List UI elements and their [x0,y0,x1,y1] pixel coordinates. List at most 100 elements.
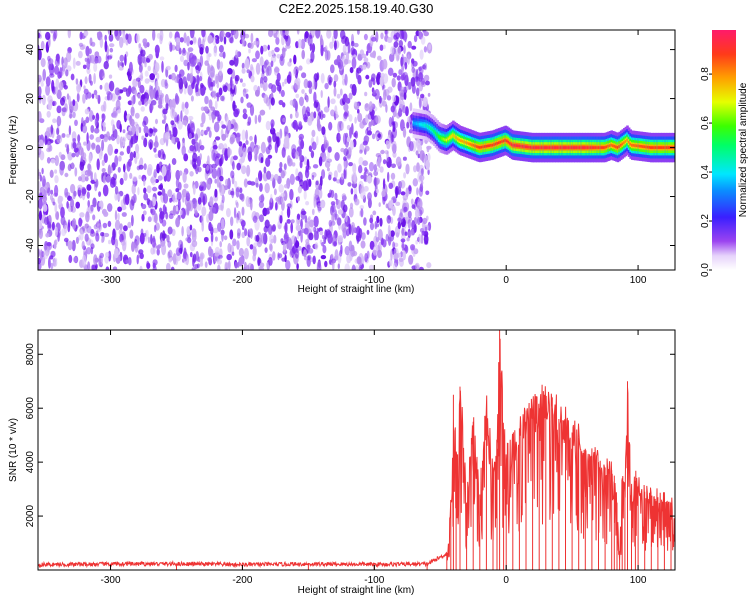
noise-speckle [92,214,96,221]
noise-speckle [54,155,59,167]
noise-speckle [312,78,316,90]
noise-speckle [111,235,116,246]
noise-speckle [368,101,373,112]
noise-speckle [283,135,290,148]
noise-speckle [348,92,353,100]
noise-speckle [208,99,213,109]
noise-speckle [370,113,375,120]
noise-speckle [416,138,421,149]
ridge-cell [543,146,547,149]
noise-speckle [370,119,374,125]
noise-speckle [218,143,224,150]
noise-speckle [211,168,218,179]
noise-speckle [240,96,244,104]
snr-frame [37,329,676,571]
noise-speckle [423,31,430,37]
noise-speckle [347,182,352,187]
noise-speckle [369,240,375,250]
noise-speckle [317,206,322,211]
noise-speckle [397,46,402,54]
noise-speckle [218,204,224,211]
noise-speckle [214,73,220,84]
noise-speckle [129,118,135,127]
noise-speckle [217,264,221,270]
x-tick-label: 100 [630,275,647,286]
noise-speckle [407,116,411,123]
ridge-cell [456,137,460,141]
noise-speckle [343,158,347,171]
noise-speckle [186,35,191,47]
noise-speckle [425,80,430,86]
noise-speckle [245,129,249,141]
ridge-cell [631,143,634,147]
noise-speckle [117,206,122,212]
noise-speckle [125,33,129,40]
noise-speckle [385,233,389,242]
noise-speckle [369,222,375,231]
noise-speckle [318,156,323,167]
noise-speckle [278,82,282,94]
noise-speckle [263,76,268,83]
noise-speckle [81,170,87,176]
ridge-cell [545,146,549,149]
noise-speckle [405,86,409,91]
noise-speckle [139,232,145,245]
noise-speckle [265,146,271,155]
noise-speckle [282,117,286,123]
noise-speckle [48,257,51,269]
ridge-cell [610,143,613,147]
noise-speckle [154,44,160,55]
noise-speckle [344,58,349,65]
noise-speckle [307,116,313,126]
ridge-cell [596,146,599,149]
ridge-cell [494,142,498,146]
noise-speckle [349,202,354,209]
noise-speckle [100,232,105,237]
noise-speckle [388,182,394,189]
noise-speckle [333,74,339,83]
noise-speckle [285,44,291,49]
noise-speckle [401,227,405,236]
noise-speckle [398,40,403,48]
noise-speckle [362,64,367,70]
noise-speckle [162,204,166,216]
noise-speckle [94,51,100,58]
noise-speckle [423,62,428,71]
ridge-cell [612,144,615,147]
noise-speckle [220,95,225,102]
noise-speckle [316,118,321,130]
noise-speckle [95,232,100,242]
noise-speckle [78,217,83,227]
noise-speckle [89,80,93,86]
noise-speckle [418,96,422,109]
noise-speckle [252,215,258,223]
noise-speckle [143,42,147,47]
noise-speckle [298,123,302,131]
noise-speckle [48,63,52,71]
noise-speckle [246,236,251,247]
noise-speckle [364,103,370,112]
noise-speckle [312,164,319,169]
noise-speckle [185,237,190,242]
noise-speckle [156,248,160,256]
noise-speckle [379,44,384,51]
noise-speckle [366,136,370,141]
noise-speckle [297,186,302,194]
noise-speckle [57,195,63,205]
noise-speckle [245,93,249,99]
noise-speckle [223,235,228,241]
noise-speckle [41,94,46,106]
noise-speckle [42,195,48,202]
noise-speckle [379,76,384,87]
noise-speckle [299,150,302,162]
noise-speckle [342,204,348,213]
noise-speckle [323,139,330,150]
noise-speckle [350,247,356,258]
noise-speckle [243,247,249,260]
noise-speckle [263,166,267,174]
noise-speckle [402,250,406,261]
noise-speckle [309,43,313,52]
noise-speckle [74,119,78,127]
noise-speckle [344,73,348,86]
noise-speckle [72,138,76,143]
